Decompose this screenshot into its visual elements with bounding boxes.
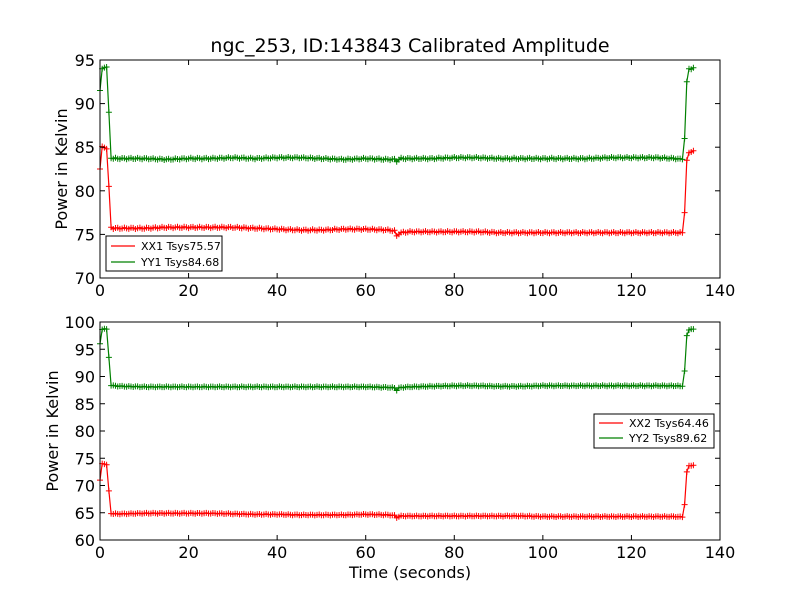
bottom-xtick-label: 60 — [356, 543, 376, 562]
top-xtick-label: 120 — [616, 281, 647, 300]
bottom-series-markers-1 — [97, 325, 697, 394]
top-xtick-label: 40 — [267, 281, 287, 300]
top-xtick-label: 80 — [444, 281, 464, 300]
bottom-legend-frame — [593, 413, 715, 449]
chart-title: ngc_253, ID:143843 Calibrated Amplitude — [210, 35, 609, 57]
bottom-legend-label-yy2: YY2 Tsys89.62 — [628, 432, 707, 445]
bottom-ytick-label: 90 — [75, 368, 95, 387]
top-legend-label-xx1: XX1 Tsys75.57 — [141, 240, 221, 253]
top-plot-ticks: 0 20 40 60 80 100 120 140 70 75 80 85 90 95 — [75, 51, 736, 300]
top-legend-label-yy1: YY1 Tsys84.68 — [140, 256, 219, 269]
bottom-xtick-label: 20 — [178, 543, 198, 562]
top-plot: 0 20 40 60 80 100 120 140 70 75 80 85 90 95 Power in … — [52, 51, 735, 300]
bottom-xtick-label: 140 — [705, 543, 736, 562]
top-plot-legend: XX1 Tsys75.57 YY1 Tsys84.68 — [105, 235, 223, 272]
bottom-xtick-label: 80 — [444, 543, 464, 562]
bottom-ytick-label: 60 — [75, 531, 95, 550]
bottom-series-line-0 — [99, 462, 694, 519]
top-ytick-label: 80 — [75, 182, 95, 201]
top-series-markers-1 — [97, 64, 697, 165]
top-ytick-label: 90 — [75, 95, 95, 114]
top-xtick-label: 0 — [95, 281, 105, 300]
bottom-ytick-label: 95 — [75, 340, 95, 359]
bottom-plot-series — [97, 325, 697, 521]
top-ytick-label: 85 — [75, 138, 95, 157]
bottom-plot-legend: XX2 Tsys64.46 YY2 Tsys89.62 — [593, 413, 715, 449]
top-plot-series — [97, 64, 697, 239]
top-xtick-label: 20 — [178, 281, 198, 300]
bottom-plot: 0 20 40 60 80 100 120 140 60 65 70 75 80 85 90 95 100 Po… — [43, 313, 735, 582]
top-series-line-1 — [99, 66, 694, 163]
bottom-legend-label-xx2: XX2 Tsys64.46 — [629, 417, 709, 430]
top-legend-frame — [105, 235, 223, 272]
bottom-ytick-label: 85 — [75, 395, 95, 414]
bottom-xtick-label: 0 — [95, 543, 105, 562]
bottom-xtick-label: 40 — [267, 543, 287, 562]
bottom-plot-ticks: 0 20 40 60 80 100 120 140 60 65 70 75 80 85 90 95 100 — [64, 313, 735, 562]
top-xtick-label: 60 — [356, 281, 376, 300]
top-ytick-label: 95 — [75, 51, 95, 70]
bottom-xtick-label: 120 — [616, 543, 647, 562]
bottom-ytick-label: 65 — [75, 504, 95, 523]
top-plot-frame — [99, 59, 721, 279]
top-ytick-label: 75 — [75, 225, 95, 244]
bottom-ytick-label: 100 — [64, 313, 95, 332]
bottom-xtick-label: 100 — [528, 543, 559, 562]
top-plot-ylabel: Power in Kelvin — [52, 108, 71, 229]
top-xtick-label: 100 — [528, 281, 559, 300]
top-xtick-label: 140 — [705, 281, 736, 300]
bottom-ytick-label: 70 — [75, 477, 95, 496]
bottom-ytick-label: 75 — [75, 449, 95, 468]
bottom-plot-ylabel: Power in Kelvin — [43, 370, 62, 491]
bottom-series-line-1 — [99, 328, 694, 392]
bottom-plot-xlabel: Time (seconds) — [348, 563, 471, 582]
bottom-series-markers-0 — [97, 460, 697, 521]
bottom-ytick-label: 80 — [75, 422, 95, 441]
top-ytick-label: 70 — [75, 269, 95, 288]
